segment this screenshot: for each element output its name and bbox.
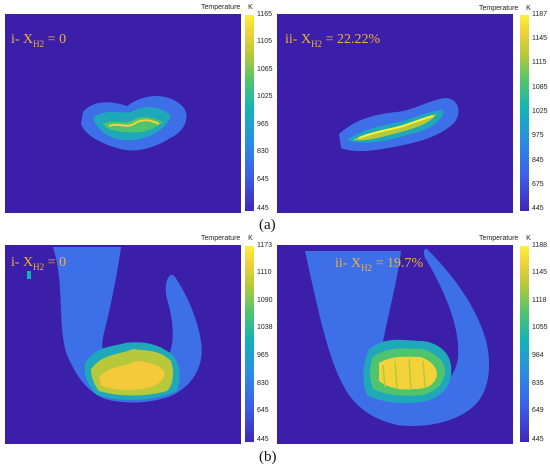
- colorbar-tick: 445: [532, 436, 544, 443]
- colorbar-tick: 1145: [532, 269, 548, 276]
- colorbar-tick: 1173: [257, 242, 273, 249]
- colorbar-tick: 645: [257, 176, 269, 183]
- figure-caption-b: (b): [259, 449, 277, 465]
- colorbar-tick: 1115: [532, 59, 547, 66]
- colorbar-tick: 1110: [257, 269, 272, 276]
- colorbar-title: Temperature K: [201, 235, 253, 242]
- flame-contour: [27, 247, 202, 403]
- colorbar-tick: 975: [532, 132, 544, 139]
- colorbar-tick: 649: [532, 407, 544, 414]
- colorbar: [520, 15, 529, 211]
- colorbar-tick: 675: [532, 181, 544, 188]
- colorbar: [245, 246, 254, 442]
- colorbar-tick: 835: [532, 380, 544, 387]
- colorbar-title: Temperature K: [479, 235, 531, 242]
- colorbar-tick: 965: [257, 352, 269, 359]
- flame-contour: [339, 98, 459, 152]
- colorbar-tick: 1065: [257, 66, 273, 73]
- colorbar-tick: 445: [257, 205, 269, 212]
- case-label: ii- XH2 = 22.22%: [285, 32, 381, 49]
- temperature-contour-plot: ii- XH2 = 19.7%: [277, 245, 513, 444]
- colorbar-tick: 1165: [257, 11, 273, 18]
- colorbar-tick: 1038: [257, 324, 273, 331]
- case-label: i- XH2 = 0: [11, 32, 67, 49]
- colorbar-tick: 1055: [532, 324, 548, 331]
- colorbar-tick: 445: [257, 436, 269, 443]
- figure-caption-a: (a): [259, 217, 276, 233]
- flame-contour: [305, 248, 490, 427]
- colorbar-tick: 1118: [532, 297, 547, 304]
- temperature-contour-plot: ii- XH2 = 22.22%: [277, 14, 513, 213]
- colorbar-tick: 830: [257, 380, 269, 387]
- colorbar-title: Temperature K: [201, 4, 253, 11]
- temperature-contour-plot: i- XH2 = 0: [5, 245, 241, 444]
- colorbar-tick: 1187: [532, 11, 548, 18]
- colorbar: [520, 246, 529, 442]
- colorbar-tick: 1085: [532, 84, 548, 91]
- colorbar-tick: 1025: [257, 93, 273, 100]
- flame-contour: [81, 95, 187, 151]
- colorbar-tick: 645: [257, 407, 269, 414]
- colorbar-tick: 1188: [532, 242, 548, 249]
- temperature-contour-plot: i- XH2 = 0: [5, 14, 241, 213]
- colorbar-tick: 1025: [532, 108, 548, 115]
- colorbar-tick: 1145: [532, 35, 548, 42]
- colorbar-tick: 965: [257, 121, 269, 128]
- colorbar: [245, 15, 254, 211]
- case-label: i- XH2 = 0: [11, 255, 67, 272]
- colorbar-tick: 1105: [257, 38, 273, 45]
- colorbar-tick: 845: [532, 157, 544, 164]
- colorbar-tick: 1090: [257, 297, 273, 304]
- colorbar-title: Temperature K: [479, 5, 531, 12]
- colorbar-tick: 445: [532, 205, 544, 212]
- case-label: ii- XH2 = 19.7%: [335, 256, 424, 273]
- colorbar-tick: 984: [532, 352, 544, 359]
- colorbar-tick: 830: [257, 148, 269, 155]
